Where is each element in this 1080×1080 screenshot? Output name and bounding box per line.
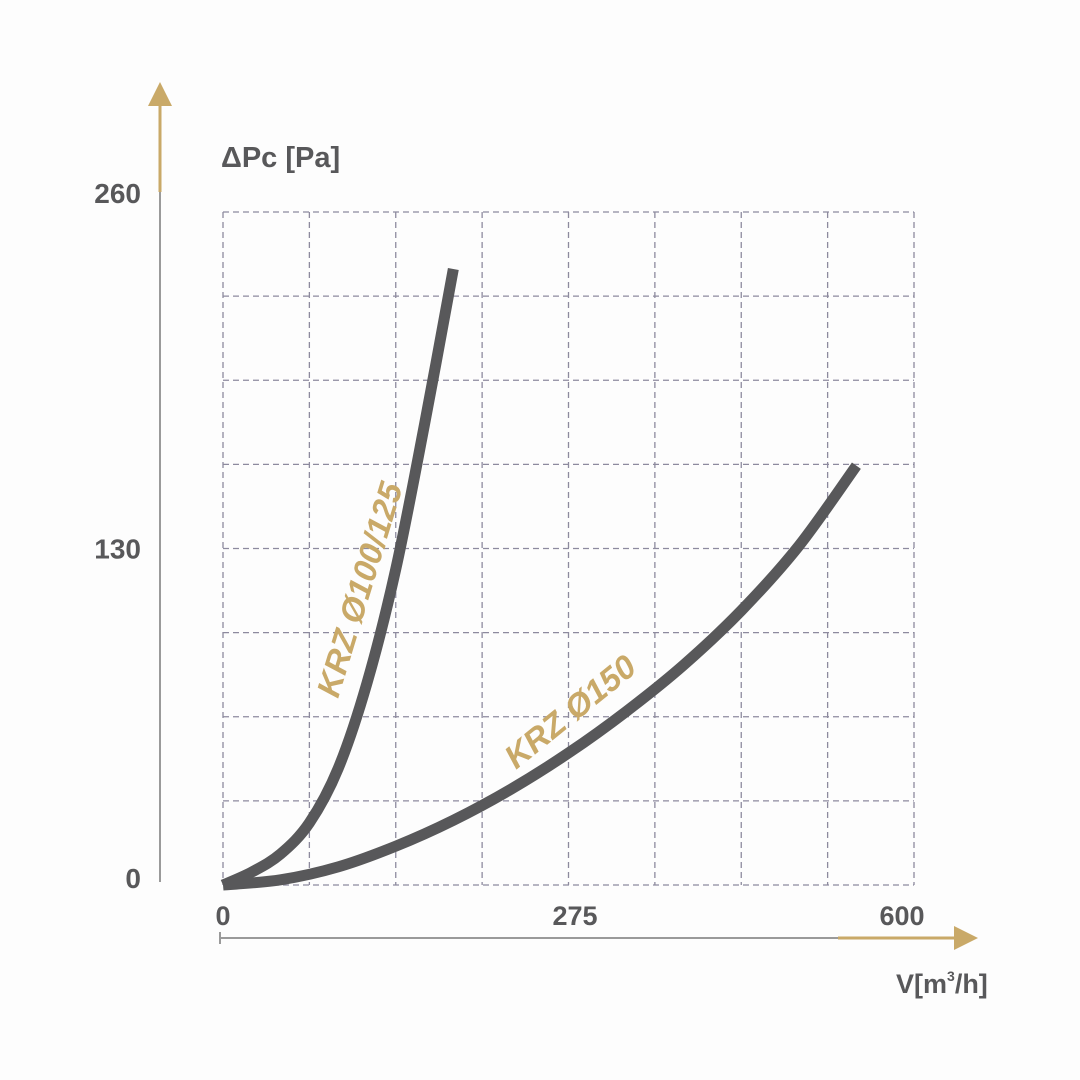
x-axis-label-superscript: 3	[947, 968, 955, 984]
x-axis-label-base: V[m	[896, 969, 947, 999]
tick-labels: 0 130 260 0 275 600	[94, 178, 924, 931]
x-axis-label-tail: /h]	[955, 969, 988, 999]
y-axis-label: ΔPc [Pa]	[221, 142, 340, 174]
y-tick-label: 260	[94, 178, 141, 209]
x-tick-label: 0	[215, 901, 230, 931]
y-axis-arrow-icon	[148, 82, 172, 106]
x-tick-label: 275	[552, 901, 597, 931]
y-axis	[148, 82, 172, 882]
curves	[220, 267, 861, 891]
curve-krz-150	[222, 462, 861, 891]
x-tick-label: 600	[879, 901, 924, 931]
x-axis-label: V[m3/h]	[896, 968, 988, 999]
grid	[222, 211, 915, 886]
y-tick-label: 0	[125, 863, 141, 894]
x-axis	[219, 926, 978, 950]
curve-krz-100-125	[220, 267, 459, 891]
x-axis-arrow-icon	[954, 926, 978, 950]
y-tick-label: 130	[94, 534, 141, 565]
